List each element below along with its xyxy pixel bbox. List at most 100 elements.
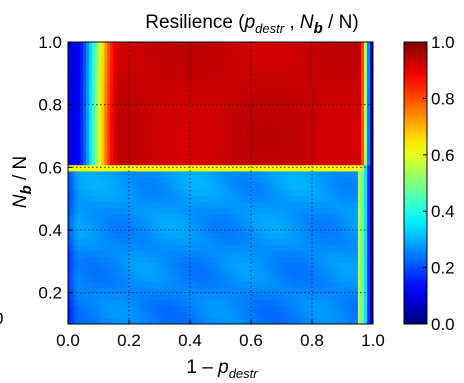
heatmap-cell	[303, 60, 308, 68]
heatmap-cell	[324, 250, 329, 258]
heatmap-cell	[363, 262, 368, 270]
heatmap-cell	[155, 60, 160, 68]
heatmap-cell	[122, 287, 126, 294]
heatmap-cell	[336, 152, 341, 160]
heatmap-cell	[345, 262, 350, 270]
heatmap-cell	[98, 103, 102, 111]
heatmap-cell	[116, 262, 120, 270]
heatmap-cell	[249, 158, 253, 166]
heatmap-cell	[294, 72, 299, 80]
heatmap-cell	[83, 207, 87, 215]
heatmap-cell	[285, 250, 290, 258]
heatmap-cell	[101, 158, 105, 166]
heatmap-cell	[188, 207, 193, 215]
heatmap-cell	[339, 268, 344, 276]
heatmap-cell	[360, 146, 365, 153]
heatmap-cell	[155, 244, 160, 252]
heatmap-cell	[215, 225, 220, 233]
heatmap-cell	[113, 317, 117, 324]
heatmap-cell	[285, 164, 290, 172]
heatmap-cell	[101, 219, 105, 227]
heatmap-cell	[155, 54, 160, 61]
heatmap-cell	[252, 183, 256, 190]
heatmap-cell	[342, 183, 347, 190]
heatmap-cell	[158, 48, 163, 55]
heatmap-cell	[267, 158, 271, 166]
heatmap-cell	[240, 152, 244, 160]
heatmap-cell	[128, 225, 133, 233]
heatmap-cell	[215, 78, 220, 86]
heatmap-cell	[215, 54, 220, 61]
heatmap-cell	[143, 60, 148, 68]
heatmap-cell	[231, 268, 235, 276]
heatmap-cell	[267, 281, 271, 288]
heatmap-cell	[222, 78, 226, 86]
heatmap-cell	[279, 201, 284, 209]
heatmap-cell	[333, 244, 338, 252]
heatmap-cell	[152, 91, 157, 98]
heatmap-cell	[273, 219, 277, 227]
heatmap-cell	[113, 189, 117, 196]
heatmap-cell	[182, 238, 187, 245]
heatmap-cell	[318, 311, 323, 319]
heatmap-cell	[297, 287, 302, 294]
heatmap-cell	[188, 225, 193, 233]
heatmap-cell	[122, 66, 126, 74]
heatmap-cell	[306, 97, 311, 104]
heatmap-cell	[255, 317, 259, 324]
heatmap-cell	[327, 299, 332, 307]
heatmap-cell	[285, 195, 290, 202]
heatmap-cell	[300, 97, 305, 104]
heatmap-cell	[218, 164, 223, 172]
heatmap-cell	[89, 72, 93, 80]
heatmap-cell	[107, 115, 111, 123]
heatmap-cell	[164, 207, 169, 215]
heatmap-cell	[140, 299, 145, 307]
heatmap-cell	[74, 72, 78, 80]
heatmap-cell	[279, 274, 284, 282]
heatmap-cell	[212, 176, 217, 184]
heatmap-cell	[182, 183, 187, 190]
heatmap-cell	[264, 127, 268, 135]
heatmap-cell	[197, 293, 202, 301]
heatmap-cell	[237, 48, 241, 55]
heatmap-cell	[288, 274, 293, 282]
heatmap-cell	[291, 238, 296, 245]
heatmap-cell	[74, 121, 78, 129]
heatmap-cell	[261, 121, 265, 129]
heatmap-cell	[255, 311, 259, 319]
heatmap-cell	[288, 121, 293, 129]
heatmap-cell	[243, 170, 247, 178]
heatmap-cell	[288, 213, 293, 221]
heatmap-cell	[249, 66, 253, 74]
heatmap-cell	[225, 287, 229, 294]
heatmap-cell	[270, 97, 274, 104]
heatmap-cell	[237, 42, 241, 49]
heatmap-cell	[270, 158, 274, 166]
heatmap-cell	[209, 72, 214, 80]
heatmap-cell	[360, 232, 365, 239]
heatmap-cell	[131, 78, 136, 86]
heatmap-cell	[267, 305, 271, 313]
heatmap-cell	[270, 170, 274, 178]
heatmap-cell	[318, 176, 323, 184]
heatmap-cell	[327, 146, 332, 153]
heatmap-cell	[222, 42, 226, 49]
heatmap-cell	[149, 48, 154, 55]
heatmap-cell	[228, 189, 232, 196]
heatmap-cell	[318, 244, 323, 252]
heatmap-cell	[369, 256, 373, 264]
heatmap-cell	[218, 207, 223, 215]
heatmap-cell	[194, 109, 199, 117]
heatmap-cell	[158, 103, 163, 111]
heatmap-cell	[231, 176, 235, 184]
heatmap-cell	[297, 219, 302, 227]
heatmap-cell	[282, 274, 287, 282]
heatmap-cell	[155, 238, 160, 245]
heatmap-cell	[336, 311, 341, 319]
heatmap-cell	[327, 250, 332, 258]
x-tick-label: 0.0	[56, 331, 80, 350]
heatmap-cell	[279, 317, 284, 324]
heatmap-cell	[110, 158, 114, 166]
heatmap-cell	[270, 311, 274, 319]
